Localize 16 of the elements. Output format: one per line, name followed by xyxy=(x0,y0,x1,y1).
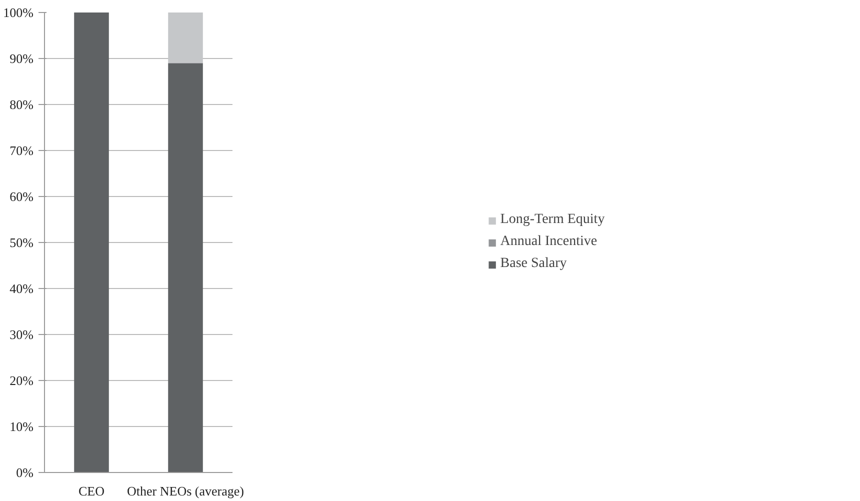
y-tick-label: 100% xyxy=(3,5,34,20)
y-tick-label: 0% xyxy=(16,465,34,480)
x-tick-label: Other NEOs (average) xyxy=(127,484,244,498)
y-tick-label: 20% xyxy=(10,373,34,388)
y-tick-label: 60% xyxy=(10,189,34,204)
y-tick-label: 40% xyxy=(10,281,34,296)
y-tick-label: 90% xyxy=(10,51,34,66)
legend-label: Base Salary xyxy=(500,256,567,272)
x-tick-label: CEO xyxy=(78,484,104,498)
y-tick-label: 50% xyxy=(10,235,34,250)
legend-label: Long-Term Equity xyxy=(500,212,605,228)
y-tick-label: 30% xyxy=(10,327,34,342)
y-tick-label: 70% xyxy=(10,143,34,158)
y-tick-label: 80% xyxy=(10,97,34,112)
legend-label: Annual Incentive xyxy=(500,234,598,250)
y-tick-label: 10% xyxy=(10,419,34,434)
